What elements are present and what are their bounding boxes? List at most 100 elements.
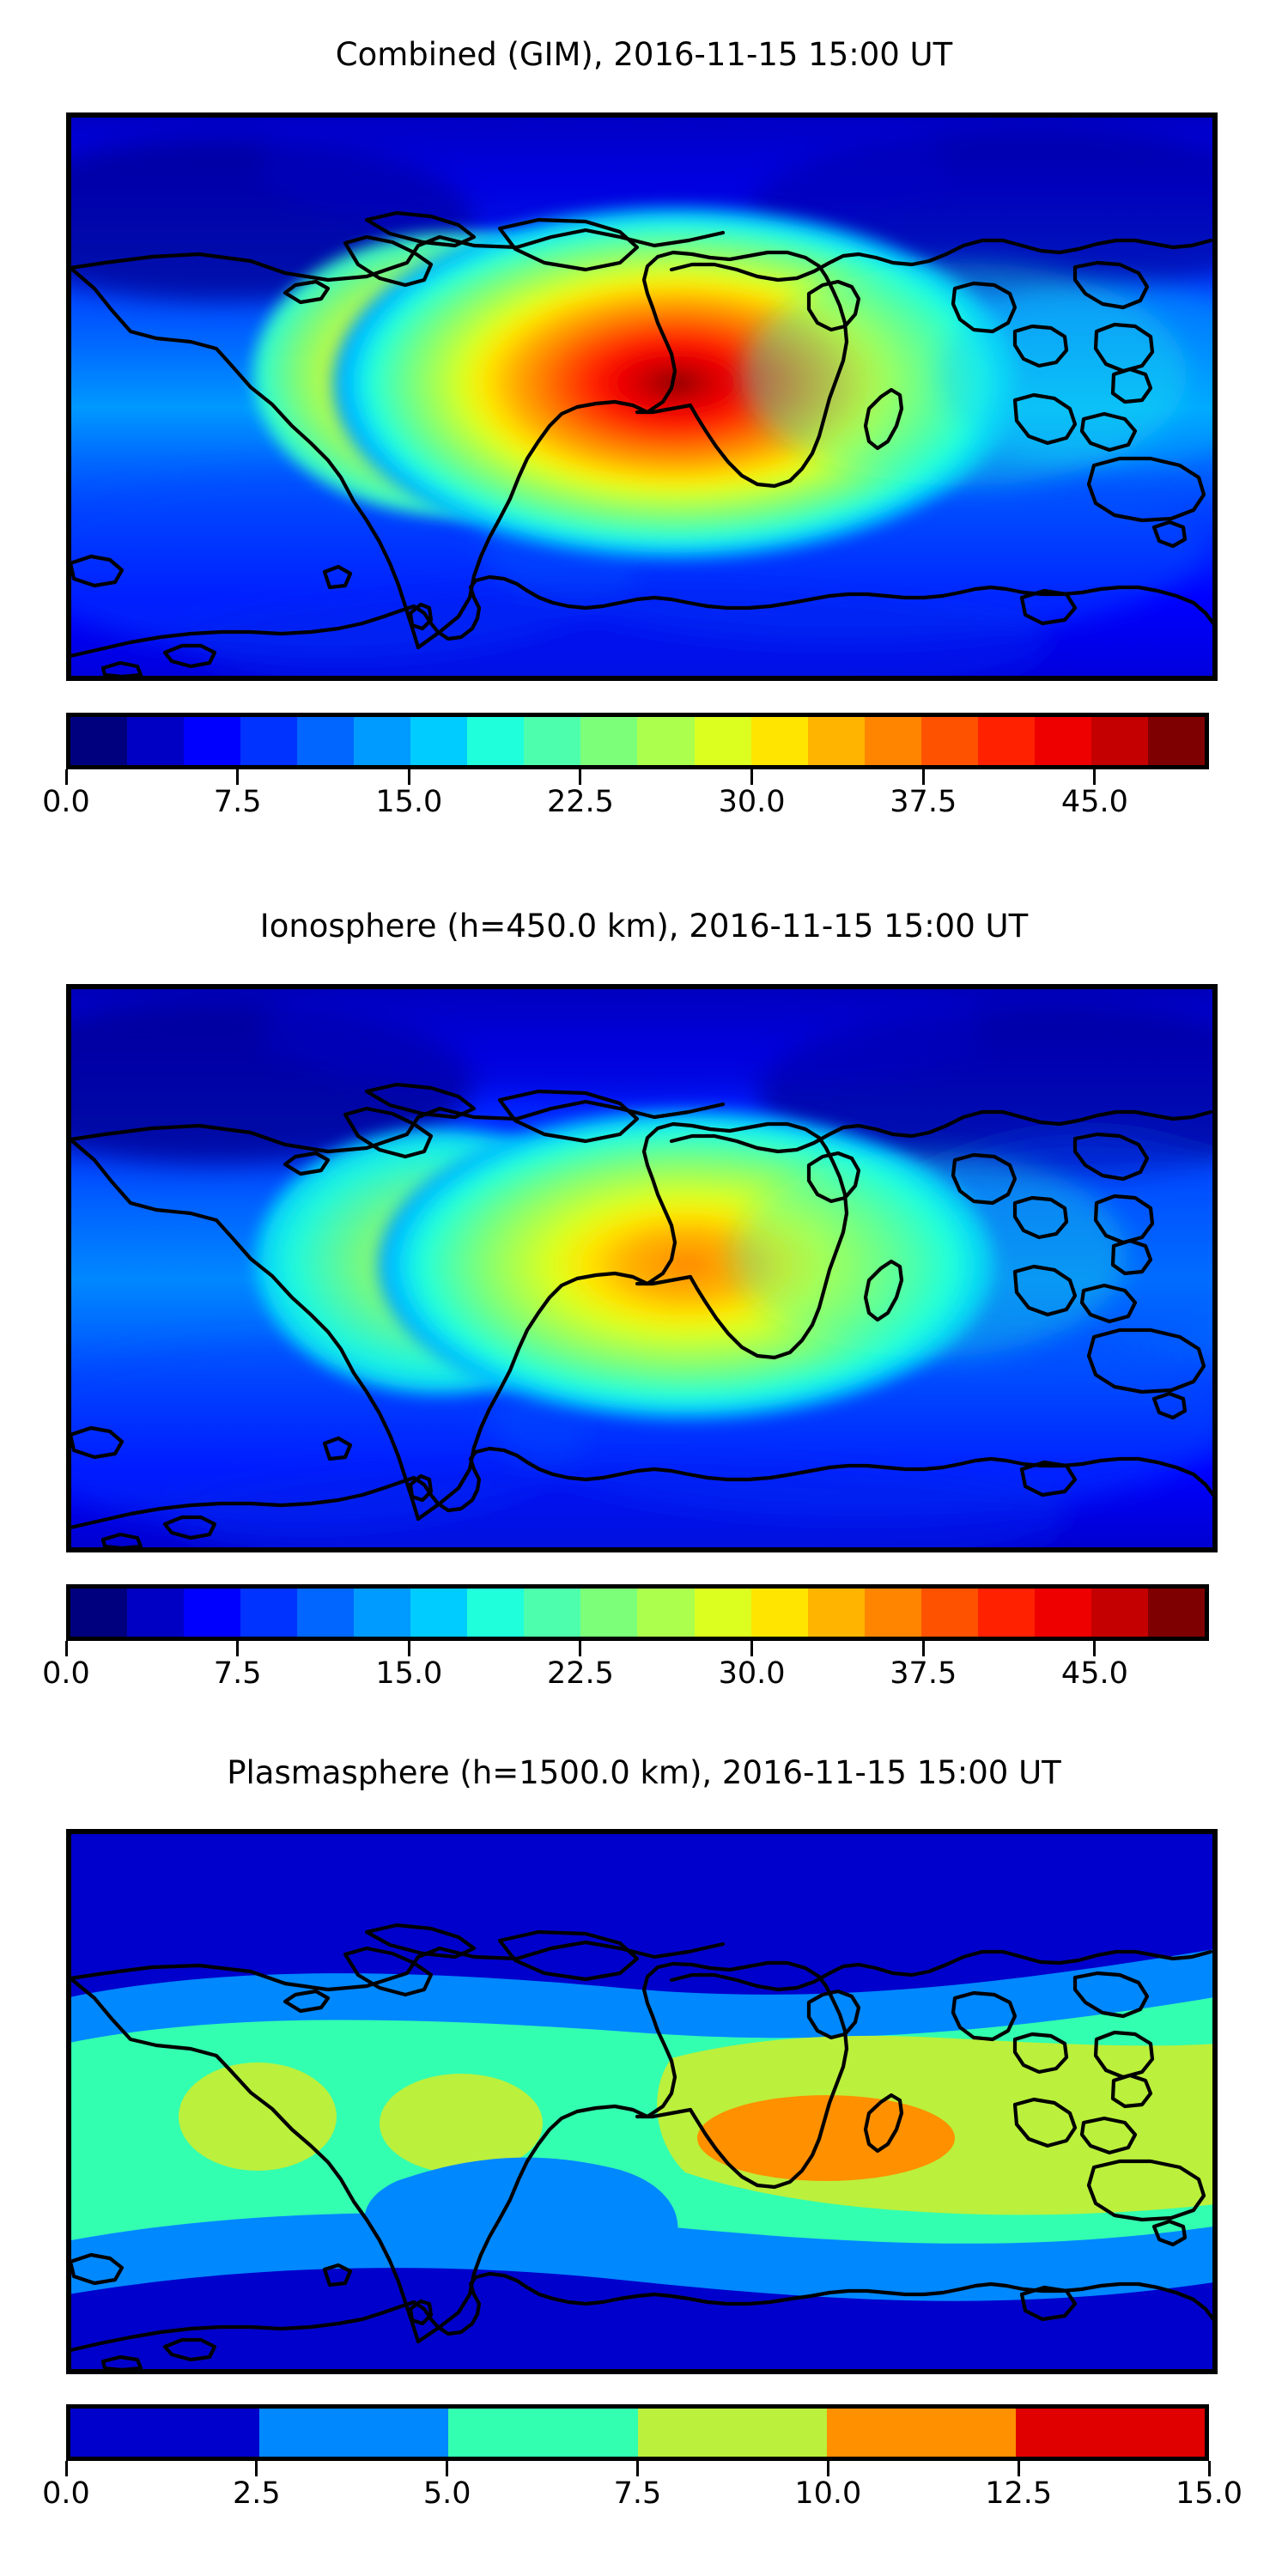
colorbar-band: [750, 1589, 808, 1637]
colorbar-band: [184, 1589, 241, 1637]
colorbar-band: [920, 1589, 978, 1637]
colorbar-tick: [1093, 769, 1097, 785]
colorbar-tick-label: 30.0: [718, 785, 786, 819]
colorbar-band: [864, 717, 921, 765]
panel-combined-gim: Combined (GIM), 2016-11-15 15:00 UT: [0, 0, 1288, 859]
colorbar-tick-label: 0.0: [42, 1656, 90, 1691]
colorbar-tick-label: 37.5: [890, 785, 957, 819]
colorbar-band: [694, 1589, 751, 1637]
colorbar-band: [977, 1589, 1035, 1637]
colorbar-ticks-2: [64, 1641, 1209, 1656]
panel-ionosphere: Ionosphere (h=450.0 km), 2016-11-15 15:0…: [0, 872, 1288, 1730]
colorbar-band: [524, 717, 581, 765]
colorbar-band: [467, 717, 525, 765]
colorbar-labels-1: 0.0 7.5 15.0 22.5 30.0 37.5 45.0: [42, 785, 1209, 824]
colorbar-band: [70, 1589, 128, 1637]
colorbar-band: [467, 1589, 525, 1637]
map-combined-gim: [66, 112, 1218, 681]
colorbar-band: [70, 2409, 260, 2457]
colorbar-tick-label: 37.5: [890, 1656, 957, 1691]
colorbar-gradient-2: [66, 1584, 1209, 1641]
colorbar-labels-2: 0.0 7.5 15.0 22.5 30.0 37.5 45.0: [42, 1656, 1209, 1696]
colorbar-band: [637, 1589, 695, 1637]
colorbar-ticks-3: [64, 2461, 1211, 2476]
colorbar-band: [1147, 717, 1205, 765]
colorbar-tick-label: 15.0: [1176, 2476, 1242, 2511]
colorbar-band: [1091, 717, 1148, 765]
colorbar-tick-label: 0.0: [42, 2476, 90, 2511]
colorbar-tick-label: 2.5: [232, 2476, 281, 2511]
colorbar-band: [750, 717, 808, 765]
colorbar-band: [1034, 1589, 1091, 1637]
colorbar-band: [826, 2409, 1016, 2457]
map-canvas-ionosphere: [70, 988, 1213, 1548]
colorbar-combined-gim: 0.0 7.5 15.0 22.5 30.0 37.5 45.0: [42, 713, 1209, 824]
coastlines-layer: [70, 1082, 1213, 1548]
colorbar-band: [920, 717, 978, 765]
colorbar-tick: [255, 2461, 258, 2476]
colorbar-tick-label: 0.0: [42, 785, 90, 819]
colorbar-tick: [236, 769, 240, 785]
colorbar-gradient-3: [66, 2404, 1209, 2461]
colorbar-tick-label: 10.0: [794, 2476, 862, 2511]
panel-plasmasphere: Plasmasphere (h=1500.0 km), 2016-11-15 1…: [0, 1722, 1288, 2576]
colorbar-band: [524, 1589, 581, 1637]
colorbar-band: [1091, 1589, 1148, 1637]
colorbar-band: [240, 717, 298, 765]
colorbar-tick-label: 45.0: [1060, 1656, 1128, 1691]
map-canvas-combined-gim: [70, 117, 1213, 677]
colorbar-band: [807, 717, 865, 765]
colorbar-tick-label: 5.0: [422, 2476, 471, 2511]
colorbar-tick-label: 45.0: [1060, 785, 1128, 819]
colorbar-tick-label: 22.5: [546, 1656, 614, 1691]
colorbar-band: [354, 1589, 411, 1637]
colorbar-band: [637, 2409, 827, 2457]
colorbar-band: [127, 717, 185, 765]
colorbar-band: [70, 717, 128, 765]
colorbar-labels-3: 0.0 2.5 5.0 7.5 10.0 12.5 15.0: [42, 2476, 1242, 2516]
colorbar-tick-label: 15.0: [375, 785, 443, 819]
colorbar-tick: [636, 2461, 639, 2476]
colorbar-gradient-1: [66, 713, 1209, 769]
colorbar-tick: [579, 1641, 582, 1656]
map-canvas-plasmasphere: [70, 1833, 1213, 2370]
colorbar-band: [297, 1589, 355, 1637]
panel-title-combined-gim: Combined (GIM), 2016-11-15 15:00 UT: [335, 36, 953, 73]
colorbar-band: [977, 717, 1035, 765]
colorbar-tick: [826, 2461, 829, 2476]
colorbar-tick-label: 22.5: [546, 785, 614, 819]
colorbar-plasmasphere: 0.0 2.5 5.0 7.5 10.0 12.5 15.0: [42, 2404, 1242, 2516]
colorbar-band: [410, 1589, 468, 1637]
colorbar-tick: [64, 769, 68, 785]
colorbar-tick-label: 30.0: [718, 1656, 786, 1691]
colorbar-tick: [1207, 2461, 1211, 2476]
colorbar-band: [694, 717, 751, 765]
colorbar-band: [354, 717, 411, 765]
map-ionosphere: [66, 984, 1218, 1552]
colorbar-tick: [921, 1641, 925, 1656]
colorbar-tick: [921, 769, 925, 785]
coastlines-layer: [70, 210, 1213, 677]
colorbar-tick: [750, 1641, 754, 1656]
colorbar-band: [410, 717, 468, 765]
colorbar-band: [807, 1589, 865, 1637]
map-plasmasphere: [66, 1829, 1218, 2374]
colorbar-tick: [407, 1641, 410, 1656]
colorbar-band: [240, 1589, 298, 1637]
coastlines-layer: [70, 1923, 1213, 2370]
colorbar-band: [127, 1589, 185, 1637]
colorbar-tick: [236, 1641, 240, 1656]
colorbar-tick-label: 12.5: [985, 2476, 1053, 2511]
colorbar-tick-label: 7.5: [613, 2476, 662, 2511]
colorbar-band: [864, 1589, 921, 1637]
colorbar-ionosphere: 0.0 7.5 15.0 22.5 30.0 37.5 45.0: [42, 1584, 1209, 1696]
colorbar-tick: [446, 2461, 449, 2476]
colorbar-ticks-1: [64, 769, 1209, 785]
colorbar-tick: [64, 2461, 68, 2476]
colorbar-tick: [750, 769, 754, 785]
colorbar-tick: [407, 769, 410, 785]
colorbar-band: [1015, 2409, 1206, 2457]
colorbar-band: [580, 717, 638, 765]
colorbar-band: [448, 2409, 638, 2457]
colorbar-band: [184, 717, 241, 765]
